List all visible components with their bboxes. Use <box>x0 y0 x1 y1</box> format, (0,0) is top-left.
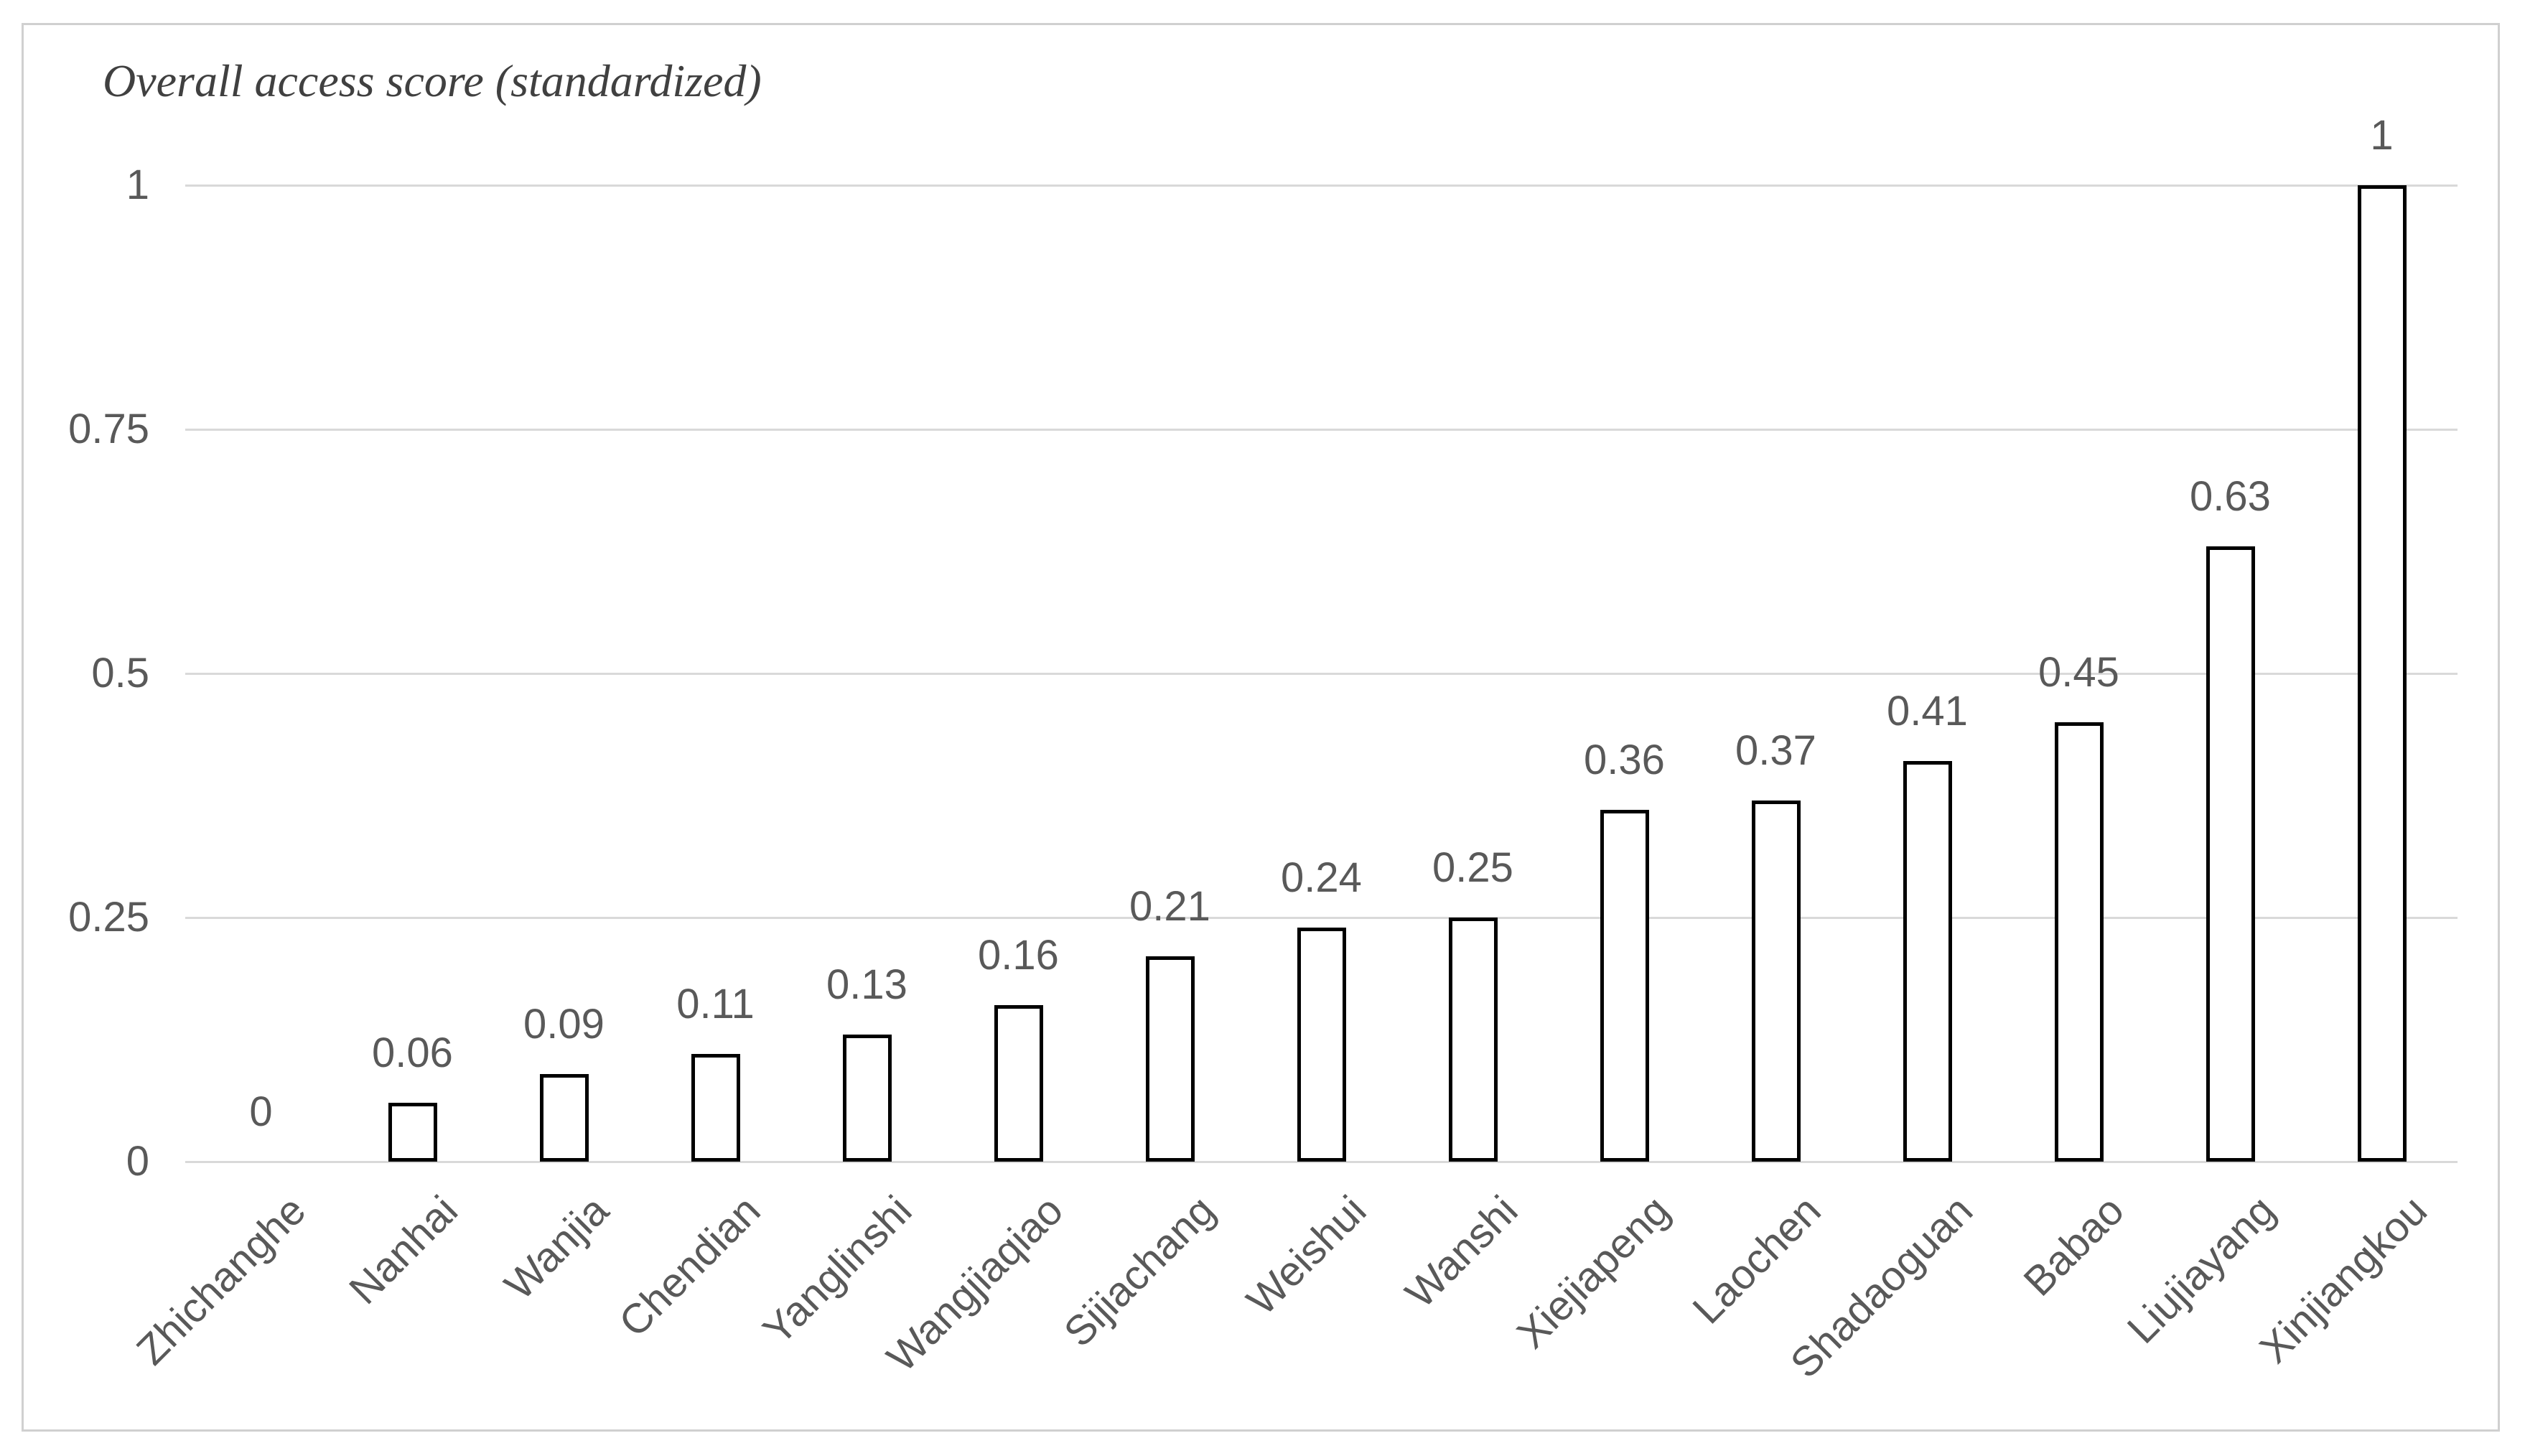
bar-column: 0.25 Wanshi <box>1396 185 1549 1317</box>
y-axis-tick-label: 0.75 <box>68 406 149 452</box>
y-axis-tick-label: 0 <box>126 1138 149 1185</box>
y-axis-tick-label: 1 <box>126 162 149 208</box>
bar <box>994 1005 1043 1162</box>
bar-value-label: 0.36 <box>1584 737 1665 784</box>
x-axis-label: Nanhai <box>340 1187 467 1314</box>
bar-column: 1 Xinjiangkou <box>2251 115 2458 1373</box>
bar <box>691 1054 740 1162</box>
bar-column: 0.37 Laochen <box>1684 185 1852 1333</box>
y-axis-tick-label: 0.25 <box>68 894 149 941</box>
bar <box>1903 761 1952 1162</box>
chart-frame: Overall access score (standardized) 0 Zh… <box>22 23 2500 1432</box>
bar <box>2206 546 2255 1162</box>
x-axis-label: Zhichanghe <box>128 1187 315 1374</box>
bar-value-label: 0.24 <box>1281 854 1362 901</box>
bar-column: 0.06 Nanhai <box>337 185 488 1313</box>
bar-column: 0.63 Liujiayang <box>2119 185 2306 1353</box>
plot-area: 0 Zhichanghe 0.06 Nanhai 0.09 Wanjia 0.1… <box>128 115 2458 1387</box>
bar <box>388 1103 437 1162</box>
x-axis-label: Liujiayang <box>2118 1187 2284 1353</box>
gridline <box>185 185 2458 187</box>
bar <box>1600 810 1649 1162</box>
bar-value-label: 0.06 <box>372 1030 453 1077</box>
gridline <box>185 673 2458 675</box>
bar-value-label: 0.16 <box>978 932 1059 979</box>
x-axis-label: Babao <box>2015 1187 2133 1305</box>
bar-value-label: 0.11 <box>676 981 755 1028</box>
bar-column: 0.11 Chendian <box>610 185 791 1346</box>
bar-value-label: 0.13 <box>826 961 907 1009</box>
gridline <box>185 917 2458 919</box>
bar <box>842 1035 892 1162</box>
bar-value-label: 1 <box>2370 112 2394 159</box>
bar-value-label: 0.41 <box>1887 688 1968 735</box>
bar-value-label: 0.09 <box>523 1000 605 1047</box>
x-axis-label: Laochen <box>1684 1187 1830 1333</box>
bar-column: 0.09 Wanjia <box>488 185 640 1309</box>
x-axis-label: Yanglinshi <box>754 1187 921 1354</box>
bar <box>539 1073 589 1162</box>
bar-value-label: 0.45 <box>2038 649 2119 696</box>
bar-value-label: 0.25 <box>1432 844 1513 891</box>
x-axis-label: Wanshi <box>1396 1187 1527 1317</box>
chart-title: Overall access score (standardized) <box>103 55 762 106</box>
gridline <box>185 429 2458 431</box>
bar-column: 0.16 Wangjiaqiao <box>878 185 1094 1381</box>
bar-column: 0.41 Shadaoguan <box>1781 185 2003 1387</box>
bar-value-label: 0.37 <box>1735 727 1816 774</box>
bar <box>1751 800 1801 1162</box>
gridline <box>185 1161 2458 1163</box>
x-axis-label: Wanjia <box>495 1187 618 1309</box>
bar-column: 0.21 Sijiachang <box>1055 185 1246 1355</box>
x-axis-label: Weishui <box>1238 1187 1376 1325</box>
bar <box>1448 918 1498 1162</box>
y-axis-tick-label: 0.5 <box>91 650 149 696</box>
bar-value-label: 0.63 <box>2190 473 2271 521</box>
bar-column: 0.13 Yanglinshi <box>754 185 943 1354</box>
x-axis-label: Chendian <box>610 1187 770 1346</box>
bar-column: 0.45 Babao <box>2003 185 2155 1305</box>
bar-column: 0.36 Xiejiapeng <box>1508 185 1700 1358</box>
bar-column: 0 Zhichanghe <box>128 185 337 1374</box>
bar <box>1145 956 1195 1162</box>
bar-value-label: 0.21 <box>1129 883 1210 930</box>
bar <box>1297 927 1346 1162</box>
bar <box>2357 185 2407 1162</box>
x-axis-label: Sijiachang <box>1055 1187 1224 1356</box>
bar-column: 0.24 Weishui <box>1238 185 1397 1324</box>
bar-value-label: 0 <box>249 1088 273 1135</box>
x-axis-label: Xiejiapeng <box>1508 1187 1679 1358</box>
bar <box>2054 722 2104 1162</box>
